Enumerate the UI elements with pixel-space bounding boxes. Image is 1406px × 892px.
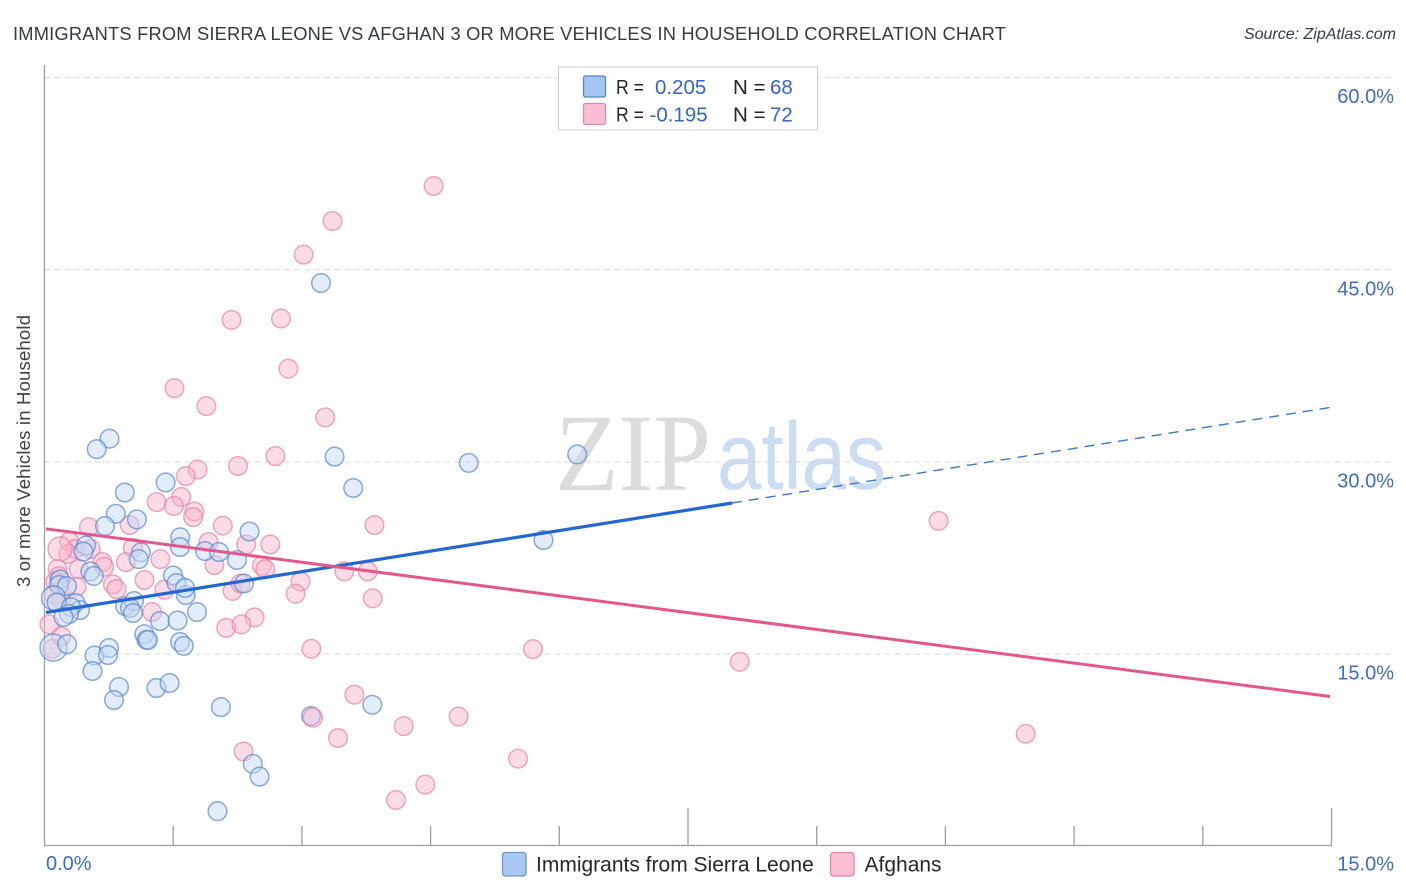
svg-text:Afghans: Afghans bbox=[865, 854, 942, 877]
svg-text:N =: N = bbox=[733, 104, 765, 127]
svg-text:0.0%: 0.0% bbox=[46, 853, 92, 875]
svg-text:3 or more Vehicles in Househol: 3 or more Vehicles in Household bbox=[13, 315, 34, 587]
svg-text:R =: R = bbox=[616, 104, 644, 127]
svg-text:atlas: atlas bbox=[717, 403, 886, 510]
svg-text:60.0%: 60.0% bbox=[1337, 86, 1394, 108]
svg-text:-0.195: -0.195 bbox=[650, 104, 708, 127]
svg-text:Immigrants from Sierra Leone: Immigrants from Sierra Leone bbox=[536, 854, 814, 877]
svg-text:68: 68 bbox=[770, 76, 793, 99]
svg-text:30.0%: 30.0% bbox=[1337, 471, 1394, 493]
svg-text:N =: N = bbox=[733, 76, 765, 99]
svg-text:15.0%: 15.0% bbox=[1337, 663, 1394, 685]
svg-text:15.0%: 15.0% bbox=[1337, 854, 1394, 876]
svg-text:R =: R = bbox=[616, 76, 644, 99]
svg-text:45.0%: 45.0% bbox=[1337, 278, 1394, 300]
svg-text:Source: ZipAtlas.com: Source: ZipAtlas.com bbox=[1244, 26, 1396, 43]
svg-text:IMMIGRANTS FROM SIERRA LEONE V: IMMIGRANTS FROM SIERRA LEONE VS AFGHAN 3… bbox=[13, 23, 1006, 44]
svg-text:0.205: 0.205 bbox=[655, 76, 706, 99]
svg-text:ZIP: ZIP bbox=[555, 392, 711, 514]
svg-text:72: 72 bbox=[770, 104, 793, 127]
